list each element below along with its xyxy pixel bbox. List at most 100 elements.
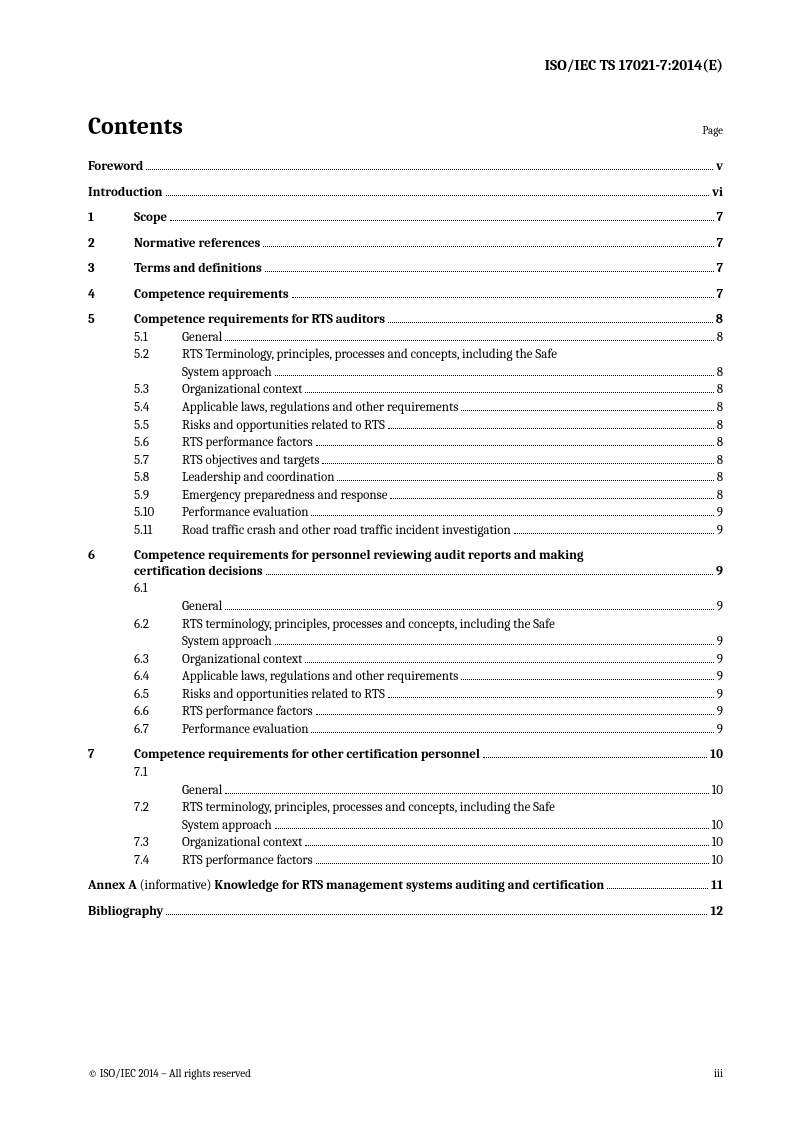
- toc-sub-7-3: 7.3 Organizational context 10: [134, 834, 723, 852]
- toc-sub-6-1: 6.1: [134, 580, 723, 598]
- toc-page: 7: [717, 209, 723, 227]
- annex-note: (informative): [137, 878, 215, 893]
- toc-sub-6-7: 6.7 Performance evaluation 9: [134, 721, 723, 739]
- toc-title: Annex A (informative) Knowledge for RTS …: [88, 877, 604, 895]
- toc-sub-5-6: 5.6 RTS performance factors 8: [134, 434, 723, 452]
- toc-sub-6-6: 6.6 RTS performance factors 9: [134, 703, 723, 721]
- leader-line: [316, 714, 714, 715]
- toc-sub-7-2-cont: System approach 10: [134, 817, 723, 835]
- leader-line: [388, 322, 713, 323]
- toc-page: 10: [712, 817, 723, 835]
- leader-line: [461, 679, 713, 680]
- toc-page: 9: [717, 598, 723, 616]
- toc-subnumber: 5.2: [134, 346, 182, 364]
- toc-page: 7: [717, 286, 723, 304]
- toc-page: 9: [717, 721, 723, 739]
- toc-title: Normative references: [134, 235, 260, 253]
- toc-page: 9: [717, 703, 723, 721]
- leader-line: [305, 845, 708, 846]
- toc-subtitle: Performance evaluation: [182, 721, 308, 739]
- toc-page: 9: [717, 504, 723, 522]
- leader-line: [265, 271, 714, 272]
- toc-page: 8: [717, 487, 723, 505]
- leader-line: [311, 515, 713, 516]
- toc-subnumber: 5.10: [134, 504, 182, 522]
- toc-sub-5-11: 5.11 Road traffic crash and other road t…: [134, 522, 723, 540]
- toc-number: 3: [88, 260, 134, 278]
- toc-subnumber: 5.5: [134, 417, 182, 435]
- leader-line: [316, 445, 714, 446]
- toc-subnumber: 6.5: [134, 686, 182, 704]
- toc-subnumber: 5.7: [134, 452, 182, 470]
- leader-line: [225, 340, 713, 341]
- toc-section-5: 5 Competence requirements for RTS audito…: [88, 311, 723, 329]
- toc-sub-6-4: 6.4 Applicable laws, regulations and oth…: [134, 668, 723, 686]
- toc-section-4: 4 Competence requirements 7: [88, 286, 723, 304]
- toc-title: Competence requirements: [134, 286, 289, 304]
- toc-subnumber: 5.4: [134, 399, 182, 417]
- toc-page: 8: [717, 399, 723, 417]
- toc-subtitle: RTS Terminology, principles, processes a…: [182, 346, 557, 364]
- toc-number: 6: [88, 547, 134, 565]
- toc-title: Introduction: [88, 184, 163, 202]
- toc-subnumber: 7.3: [134, 834, 182, 852]
- toc-foreword: Foreword v: [88, 158, 723, 176]
- toc-sub-7-1: 7.1: [134, 764, 723, 782]
- toc-subnumber: 7.4: [134, 852, 182, 870]
- toc-subnumber: 5.11: [134, 522, 182, 540]
- toc-subtitle: Risks and opportunities related to RTS: [182, 686, 385, 704]
- toc-title: Competence requirements for RTS auditors: [134, 311, 385, 329]
- toc-subtitle: System approach: [182, 817, 272, 835]
- toc-title: Foreword: [88, 158, 143, 176]
- toc-subnumber: 7.1: [134, 764, 182, 782]
- toc-sub-5-9: 5.9 Emergency preparedness and response …: [134, 487, 723, 505]
- toc-page: 9: [717, 651, 723, 669]
- leader-line: [225, 793, 708, 794]
- toc-subtitle: RTS performance factors: [182, 703, 313, 721]
- toc-page: 8: [717, 434, 723, 452]
- toc-subtitle: Applicable laws, regulations and other r…: [182, 399, 458, 417]
- leader-line: [275, 828, 709, 829]
- toc-section-2: 2 Normative references 7: [88, 235, 723, 253]
- toc-sub-5-2: 5.2 RTS Terminology, principles, process…: [134, 346, 723, 364]
- toc-subnumber: 6.6: [134, 703, 182, 721]
- toc-subtitle: RTS terminology, principles, processes a…: [182, 799, 555, 817]
- toc-page: 10: [710, 746, 723, 764]
- toc-number: 2: [88, 235, 134, 253]
- toc-subnumber: 6.2: [134, 616, 182, 634]
- leader-line: [461, 410, 713, 411]
- toc-section-1: 1 Scope 7: [88, 209, 723, 227]
- toc-subnumber: 6.7: [134, 721, 182, 739]
- toc-number: 4: [88, 286, 134, 304]
- leader-line: [322, 463, 713, 464]
- toc-subtitle: System approach: [182, 364, 272, 382]
- toc-sub-5-2-cont: System approach 8: [134, 364, 723, 382]
- toc-sub-5-10: 5.10 Performance evaluation 9: [134, 504, 723, 522]
- toc-section-3: 3 Terms and definitions 7: [88, 260, 723, 278]
- toc-subtitle: Performance evaluation: [182, 504, 308, 522]
- toc-page: 9: [716, 563, 723, 581]
- toc-subtitle: General: [182, 782, 222, 800]
- toc-title: Scope: [134, 209, 167, 227]
- toc-sub-6-1-title: General 9: [134, 598, 723, 616]
- toc-sub-6-3: 6.3 Organizational context 9: [134, 651, 723, 669]
- leader-line: [292, 297, 714, 298]
- toc-page: 10: [712, 852, 723, 870]
- toc-sub-5-5: 5.5 Risks and opportunities related to R…: [134, 417, 723, 435]
- toc-title: Bibliography: [88, 903, 163, 921]
- leader-line: [337, 480, 713, 481]
- toc-sub-6-5: 6.5 Risks and opportunities related to R…: [134, 686, 723, 704]
- toc-bibliography: Bibliography 12: [88, 903, 723, 921]
- toc-page: 8: [717, 364, 723, 382]
- leader-line: [275, 375, 714, 376]
- leader-line: [483, 757, 707, 758]
- toc-page: 8: [717, 469, 723, 487]
- toc-page: v: [716, 158, 723, 176]
- toc-subnumber: 5.1: [134, 329, 182, 347]
- toc-page: 8: [716, 311, 723, 329]
- toc-number: 1: [88, 209, 134, 227]
- toc-introduction: Introduction vi: [88, 184, 723, 202]
- toc-subtitle: RTS terminology, principles, processes a…: [182, 616, 555, 634]
- toc-sub-5-7: 5.7 RTS objectives and targets 8: [134, 452, 723, 470]
- toc-page: 8: [717, 417, 723, 435]
